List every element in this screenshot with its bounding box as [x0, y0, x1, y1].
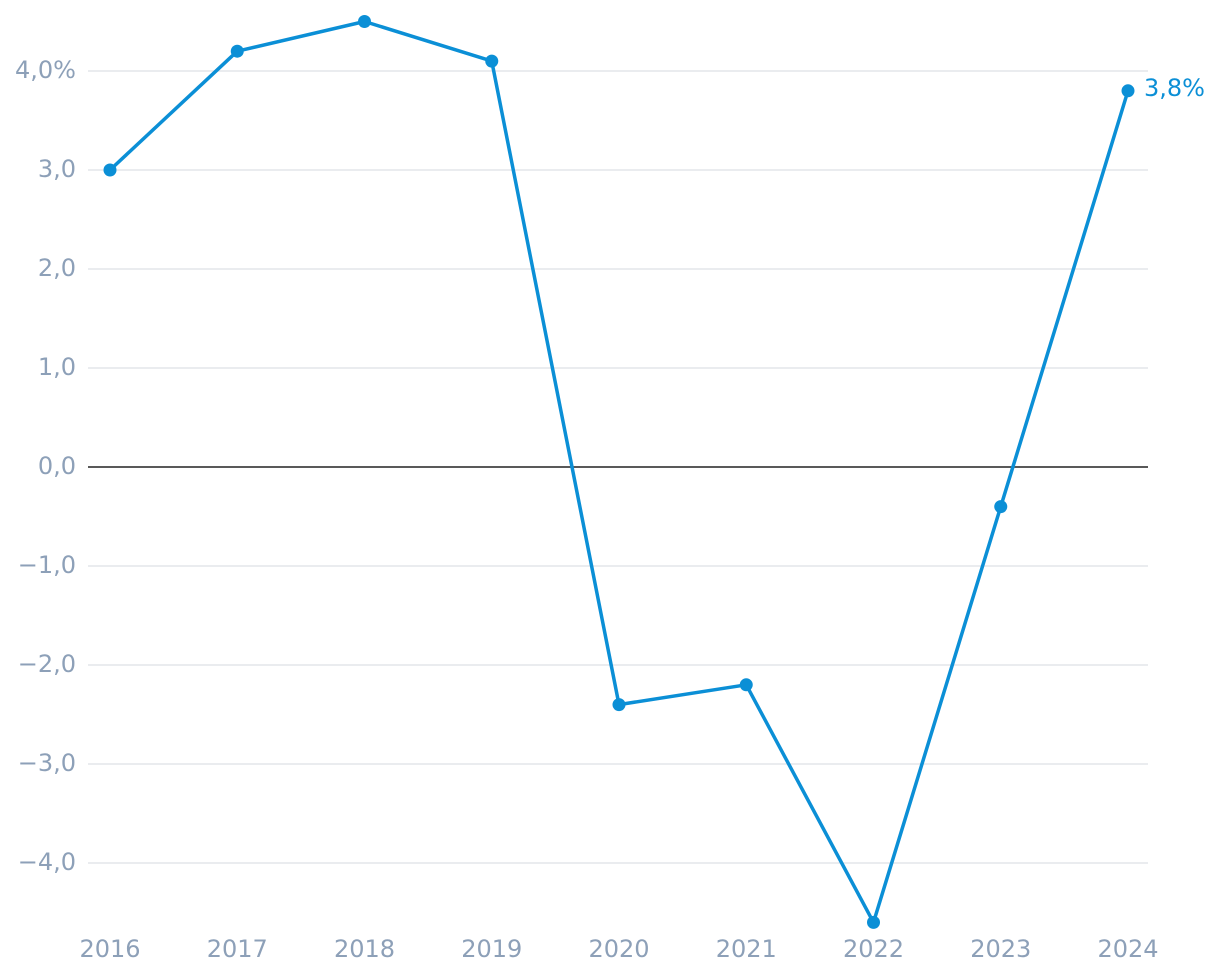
y-tick-label: −3,0 [18, 749, 76, 777]
point [485, 54, 499, 68]
y-tick-label: 3,0 [38, 155, 76, 183]
x-tick-label: 2023 [970, 935, 1031, 963]
x-tick-label: 2020 [588, 935, 649, 963]
y-tick-label: −1,0 [18, 551, 76, 579]
y-tick-label: −2,0 [18, 650, 76, 678]
x-tick-label: 2024 [1097, 935, 1158, 963]
x-tick-label: 2016 [79, 935, 140, 963]
x-tick-label: 2018 [334, 935, 395, 963]
x-tick-label: 2021 [716, 935, 777, 963]
point [230, 44, 244, 58]
point [867, 915, 880, 929]
y-tick-label: 2,0 [38, 254, 76, 282]
x-tick-label: 2017 [207, 935, 268, 963]
x-tick-label: 2019 [461, 935, 522, 963]
y-tick-label: 4,0% [15, 56, 76, 84]
point [612, 698, 626, 712]
point [358, 15, 371, 28]
point [994, 500, 1008, 514]
data-label: 3,8% [1144, 74, 1205, 102]
x-tick-label: 2022 [843, 935, 904, 963]
point [103, 163, 117, 177]
y-tick-label: 1,0 [38, 353, 76, 381]
y-tick-label: 0,0 [38, 452, 76, 480]
point [1121, 84, 1135, 98]
line [108, 19, 1130, 925]
y-tick-label: −4,0 [18, 848, 76, 876]
point [739, 678, 753, 692]
